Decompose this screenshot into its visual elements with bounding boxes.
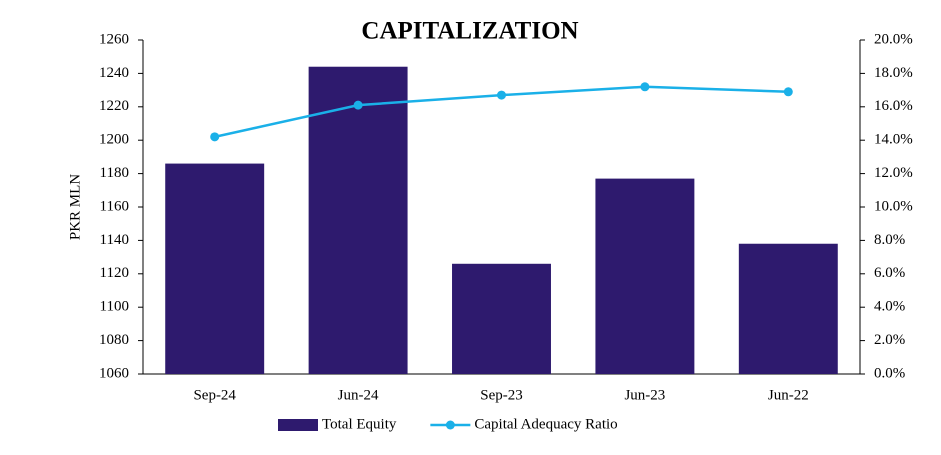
y2-tick-label: 18.0% xyxy=(874,65,913,81)
y-tick-label: 1140 xyxy=(100,232,129,248)
bar xyxy=(165,163,265,374)
y-axis-label: PKR MLN xyxy=(67,174,83,240)
y-tick-label: 1080 xyxy=(99,332,129,348)
line-marker xyxy=(353,100,363,110)
y-tick-label: 1220 xyxy=(99,98,129,114)
y-tick-label: 1160 xyxy=(100,198,129,214)
line-marker xyxy=(783,87,793,97)
line-marker xyxy=(497,90,506,100)
legend-swatch xyxy=(278,419,318,431)
y-tick-label: 1240 xyxy=(99,65,129,81)
y2-tick-label: 10.0% xyxy=(874,198,913,214)
x-tick-label: Sep-23 xyxy=(480,387,523,403)
x-tick-label: Jun-24 xyxy=(338,387,379,403)
bar xyxy=(452,263,551,374)
line-marker xyxy=(210,132,220,142)
legend-label: Total Equity xyxy=(322,416,397,432)
y2-tick-label: 4.0% xyxy=(874,299,905,315)
y2-tick-label: 8.0% xyxy=(874,232,905,248)
y-tick-label: 1180 xyxy=(100,165,129,181)
x-tick-label: Jun-23 xyxy=(624,387,665,403)
y2-tick-label: 20.0% xyxy=(874,31,913,47)
y2-tick-label: 2.0% xyxy=(874,332,905,348)
legend-marker xyxy=(445,420,455,430)
x-tick-label: Jun-22 xyxy=(768,387,809,403)
y2-tick-label: 14.0% xyxy=(874,132,913,148)
legend-label: Capital Adequacy Ratio xyxy=(474,416,617,432)
y2-tick-label: 12.0% xyxy=(874,165,913,181)
chart-title: CAPITALIZATION xyxy=(361,18,578,45)
y-tick-label: 1260 xyxy=(99,31,129,47)
y2-tick-label: 0.0% xyxy=(874,365,905,381)
y2-tick-label: 6.0% xyxy=(874,265,905,281)
bar xyxy=(595,178,695,374)
y-tick-label: 1100 xyxy=(100,299,129,315)
bar xyxy=(738,243,838,374)
line-marker xyxy=(640,82,650,92)
x-tick-label: Sep-24 xyxy=(193,387,236,403)
y-tick-label: 1060 xyxy=(99,365,129,381)
y-tick-label: 1120 xyxy=(100,265,129,281)
bar xyxy=(308,66,408,374)
y-tick-label: 1200 xyxy=(99,132,129,148)
y2-tick-label: 16.0% xyxy=(874,98,913,114)
